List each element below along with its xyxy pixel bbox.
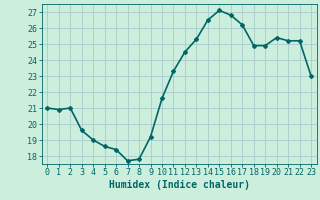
X-axis label: Humidex (Indice chaleur): Humidex (Indice chaleur) <box>109 180 250 190</box>
